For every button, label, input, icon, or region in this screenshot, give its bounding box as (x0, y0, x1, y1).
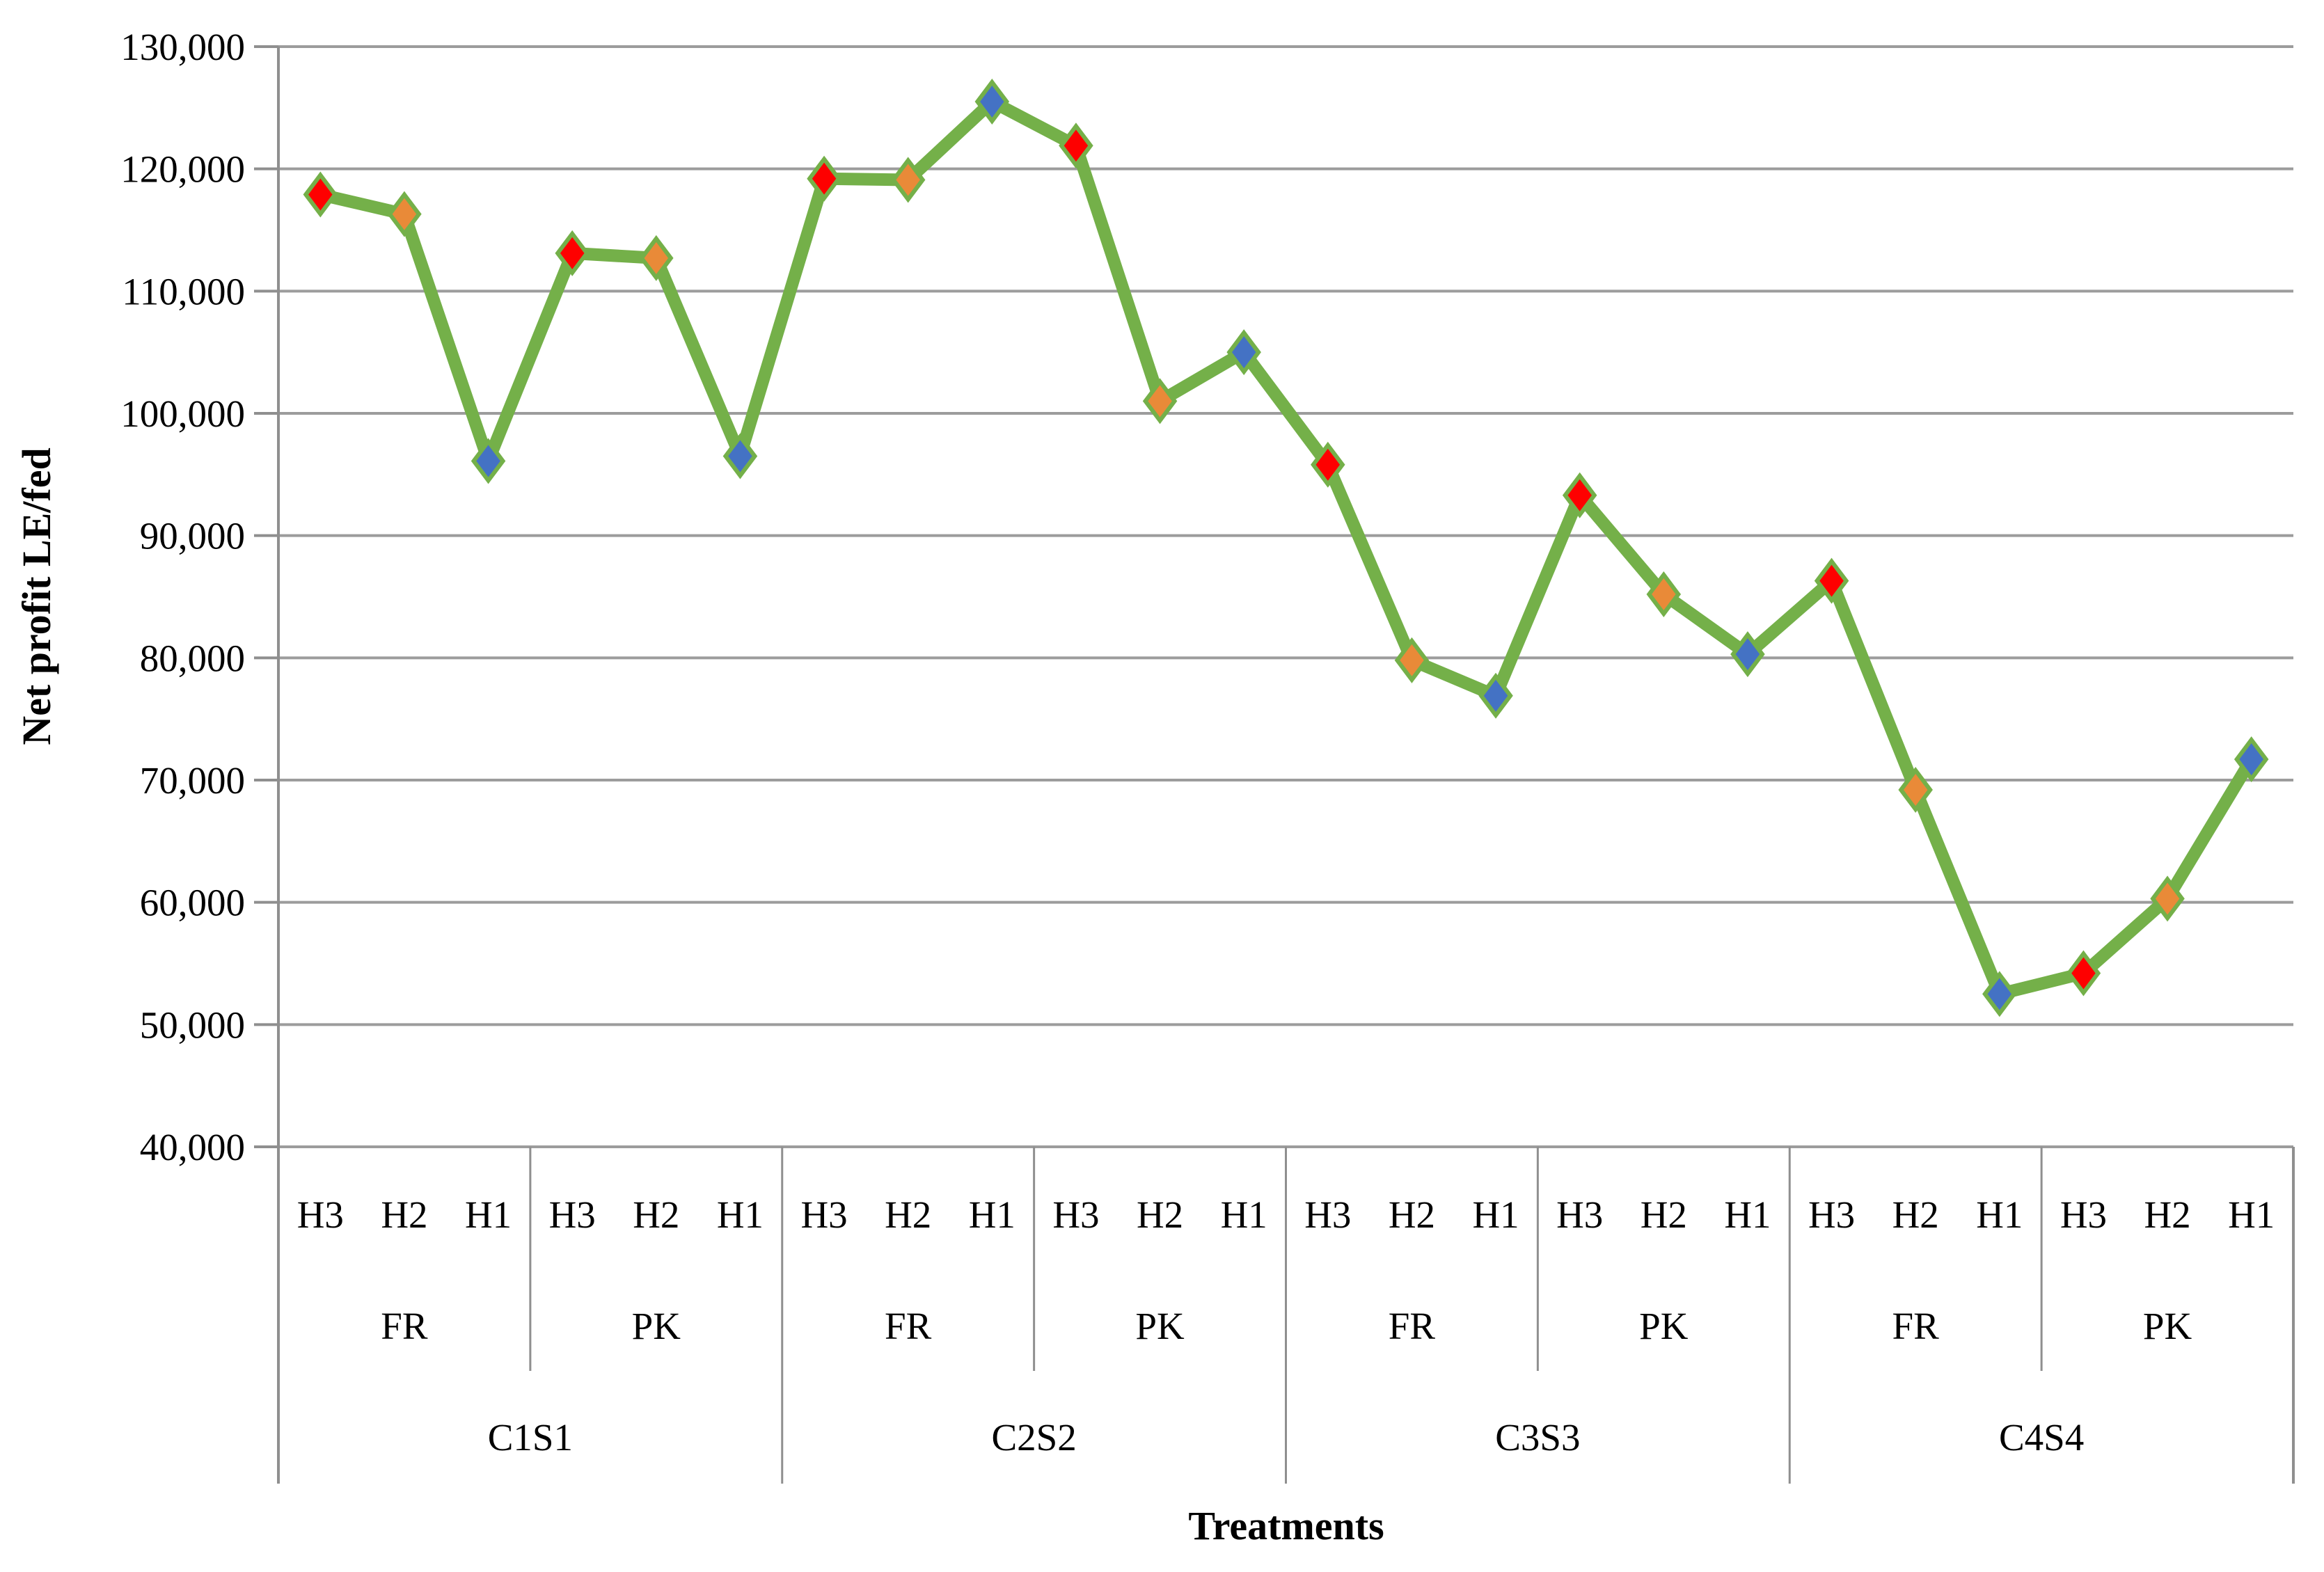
data-point-marker (303, 171, 338, 218)
data-point-marker (722, 433, 758, 479)
x-label-treatment-group: C3S3 (1495, 1416, 1580, 1459)
data-point-marker (1226, 329, 1261, 376)
x-label-h-level: H3 (1556, 1193, 1603, 1236)
x-label-h-level: H1 (465, 1193, 512, 1236)
x-label-h-level: H3 (2060, 1193, 2107, 1236)
x-label-h-level: H3 (297, 1193, 344, 1236)
x-label-frpk-group: PK (1639, 1305, 1689, 1347)
x-label-h-level: H2 (1641, 1193, 1687, 1236)
data-point-marker (1142, 378, 1178, 424)
x-label-h-level: H1 (1724, 1193, 1771, 1236)
data-point-marker (1311, 441, 1345, 488)
data-point-marker (1562, 472, 1597, 518)
category-separators-layer (277, 47, 2295, 1484)
data-point-marker (807, 155, 841, 202)
x-label-frpk-group: PK (2143, 1305, 2192, 1347)
x-label-h-level: H3 (800, 1193, 847, 1236)
x-label-h-level: H3 (549, 1193, 596, 1236)
x-label-h-level: H1 (2228, 1193, 2275, 1236)
data-series-layer (303, 79, 2269, 1017)
data-point-marker (639, 235, 674, 281)
data-point-marker (2066, 950, 2101, 997)
x-label-frpk-group: FR (381, 1305, 428, 1347)
x-label-h-level: H1 (1221, 1193, 1267, 1236)
x-label-h-level: H1 (1976, 1193, 2023, 1236)
x-label-h-level: H2 (633, 1193, 679, 1236)
data-line (314, 95, 2258, 1001)
x-label-h-level: H1 (1472, 1193, 1519, 1236)
data-point-marker (1646, 571, 1682, 617)
data-point-marker (555, 230, 590, 276)
y-tick-label: 50,000 (140, 1003, 245, 1046)
x-label-h-level: H1 (969, 1193, 1015, 1236)
axis-labels-layer: H3 H2 H1 FR H3 H2 H1 PK C1S1 H3 H2 H1 FR H3 H2 H1 PK C2S2… (297, 1193, 2275, 1459)
x-label-h-level: H3 (1304, 1193, 1351, 1236)
y-tick-label: 80,000 (140, 637, 245, 679)
data-point-marker (974, 79, 1010, 125)
x-label-h-level: H2 (2144, 1193, 2190, 1236)
y-tick-label: 120,000 (120, 148, 245, 191)
x-label-frpk-group: PK (632, 1305, 681, 1347)
x-label-h-level: H3 (1808, 1193, 1855, 1236)
x-label-h-level: H2 (1389, 1193, 1435, 1236)
x-label-frpk-group: FR (1389, 1305, 1436, 1347)
y-axis-title: Net profit LE/fed (14, 447, 59, 745)
x-label-h-level: H2 (1892, 1193, 1939, 1236)
y-tick-label: 110,000 (122, 270, 245, 312)
x-label-h-level: H2 (1137, 1193, 1183, 1236)
data-point-marker (2234, 736, 2269, 783)
x-label-frpk-group: PK (1135, 1305, 1185, 1347)
y-tick-label: 40,000 (140, 1126, 245, 1168)
gridlines-layer: 130,000 120,000 110,000 100,000 90,000 80,000… (120, 26, 2293, 1168)
x-label-frpk-group: FR (1892, 1305, 1940, 1347)
x-label-h-level: H2 (885, 1193, 931, 1236)
x-label-h-level: H2 (381, 1193, 427, 1236)
x-label-h-level: H3 (1052, 1193, 1099, 1236)
data-point-marker (1059, 122, 1093, 169)
data-point-marker (1982, 971, 2017, 1017)
data-point-marker (1394, 637, 1430, 683)
x-label-h-level: H1 (717, 1193, 764, 1236)
data-point-marker (1898, 767, 1933, 813)
data-point-marker (1814, 557, 1849, 604)
x-label-frpk-group: FR (885, 1305, 932, 1347)
data-point-marker (1730, 631, 1765, 678)
x-label-treatment-group: C4S4 (1999, 1416, 2084, 1459)
y-tick-label: 90,000 (140, 515, 245, 557)
y-tick-label: 70,000 (140, 759, 245, 802)
x-axis-title: Treatments (1188, 1503, 1384, 1548)
y-tick-label: 100,000 (120, 392, 245, 435)
data-point-marker (2150, 875, 2185, 922)
data-point-marker (471, 438, 506, 484)
y-tick-label: 60,000 (140, 882, 245, 924)
x-label-treatment-group: C1S1 (488, 1416, 573, 1459)
data-point-marker (1478, 672, 1513, 719)
data-point-marker (387, 191, 422, 237)
y-tick-label: 130,000 (120, 26, 245, 68)
x-label-treatment-group: C2S2 (991, 1416, 1076, 1459)
data-point-marker (890, 157, 926, 203)
